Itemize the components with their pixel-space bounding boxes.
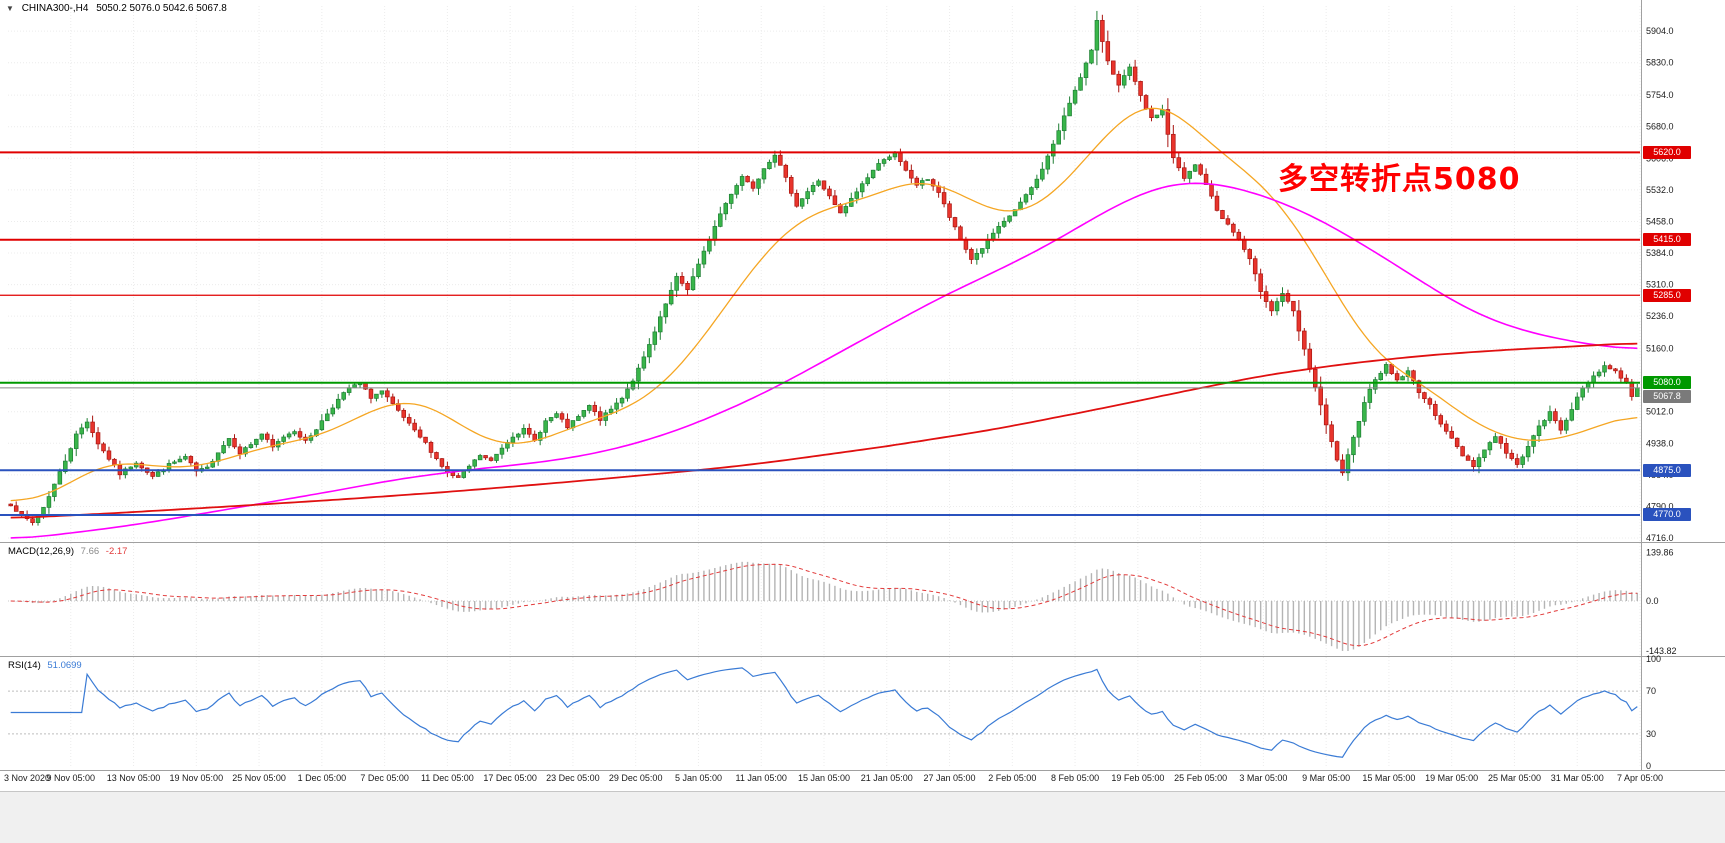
bottom-strip bbox=[0, 791, 1725, 843]
rsi-axis-label: 70 bbox=[1646, 686, 1656, 696]
ma-mid-magenta bbox=[10, 182, 1638, 539]
time-axis-label: 3 Nov 2020 bbox=[4, 773, 50, 783]
time-axis-label: 9 Mar 05:00 bbox=[1302, 773, 1350, 783]
price-axis-label: 5310.0 bbox=[1646, 280, 1674, 290]
price-tag-5067.8[interactable]: 5067.8 bbox=[1643, 389, 1691, 403]
price-tag-5620.0[interactable]: 5620.0 bbox=[1643, 145, 1691, 159]
collapse-arrow-icon[interactable]: ▼ bbox=[6, 4, 14, 13]
rsi-value: 51.0699 bbox=[47, 660, 82, 671]
price-axis-label: 5830.0 bbox=[1646, 58, 1674, 68]
symbol-info-bar: ▼ CHINA300-,H4 5050.2 5076.0 5042.6 5067… bbox=[6, 3, 232, 14]
symbol-name: CHINA300-,H4 bbox=[21, 3, 89, 14]
macd-name: MACD(12,26,9) bbox=[8, 546, 74, 557]
time-axis-label: 17 Dec 05:00 bbox=[483, 773, 537, 783]
macd-histogram bbox=[8, 561, 1640, 651]
macd-indicator-label: MACD(12,26,9) 7.66 -2.17 bbox=[8, 546, 127, 557]
time-axis-label: 27 Jan 05:00 bbox=[924, 773, 976, 783]
price-axis-label: 5904.0 bbox=[1646, 26, 1674, 36]
macd-axis-label: -143.82 bbox=[1646, 646, 1677, 656]
symbol-ohlc-values: 5050.2 5076.0 5042.6 5067.8 bbox=[96, 3, 227, 14]
time-axis-label: 13 Nov 05:00 bbox=[107, 773, 161, 783]
price-tag-5080.0[interactable]: 5080.0 bbox=[1643, 376, 1691, 390]
time-axis-label: 15 Mar 05:00 bbox=[1362, 773, 1415, 783]
price-axis-label: 5458.0 bbox=[1646, 216, 1674, 226]
time-axis-label: 1 Dec 05:00 bbox=[298, 773, 347, 783]
price-tag-4875.0[interactable]: 4875.0 bbox=[1643, 463, 1691, 477]
rsi-axis-label: 100 bbox=[1646, 654, 1661, 664]
time-axis-label: 2 Feb 05:00 bbox=[988, 773, 1036, 783]
time-axis-label: 23 Dec 05:00 bbox=[546, 773, 600, 783]
time-axis-label: 3 Mar 05:00 bbox=[1239, 773, 1287, 783]
price-axis-label: 5236.0 bbox=[1646, 311, 1674, 321]
time-axis-label: 7 Apr 05:00 bbox=[1617, 773, 1663, 783]
time-axis-label: 19 Mar 05:00 bbox=[1425, 773, 1478, 783]
price-axis-label: 5160.0 bbox=[1646, 344, 1674, 354]
ma-fast-orange bbox=[10, 107, 1638, 502]
price-axis-label: 5680.0 bbox=[1646, 122, 1674, 132]
price-axis-label: 5754.0 bbox=[1646, 90, 1674, 100]
rsi-line bbox=[10, 667, 1638, 758]
time-axis-label: 11 Jan 05:00 bbox=[736, 773, 787, 783]
time-axis-label: 5 Jan 05:00 bbox=[675, 773, 722, 783]
price-axis-label: 4716.0 bbox=[1646, 533, 1674, 543]
time-axis-label: 21 Jan 05:00 bbox=[861, 773, 913, 783]
price-axis-label: 5384.0 bbox=[1646, 248, 1674, 258]
price-tag-5415.0[interactable]: 5415.0 bbox=[1643, 233, 1691, 247]
time-axis-label: 25 Mar 05:00 bbox=[1488, 773, 1541, 783]
time-axis-label: 11 Dec 05:00 bbox=[421, 773, 474, 783]
time-axis-label: 25 Feb 05:00 bbox=[1174, 773, 1227, 783]
time-axis-label: 7 Dec 05:00 bbox=[360, 773, 409, 783]
price-axis-label: 5532.0 bbox=[1646, 185, 1674, 195]
rsi-indicator-label: RSI(14) 51.0699 bbox=[8, 660, 82, 671]
time-axis-label: 19 Nov 05:00 bbox=[170, 773, 224, 783]
time-axis-label: 8 Feb 05:00 bbox=[1051, 773, 1099, 783]
price-axis-label: 4790.0 bbox=[1646, 501, 1674, 511]
rsi-panel bbox=[8, 667, 1640, 758]
price-tag-4770.0[interactable]: 4770.0 bbox=[1643, 508, 1691, 522]
annotation-text[interactable]: 多空转折点5080 bbox=[1278, 162, 1521, 197]
candlesticks[interactable] bbox=[8, 10, 1640, 526]
macd-signal-line bbox=[10, 563, 1638, 647]
macd-axis-label: 139.86 bbox=[1646, 547, 1674, 557]
rsi-axis-label: 30 bbox=[1646, 729, 1656, 739]
macd-axis-label: 0.0 bbox=[1646, 596, 1659, 606]
rsi-name: RSI(14) bbox=[8, 660, 41, 671]
macd-signal-value: -2.17 bbox=[105, 546, 128, 557]
time-axis-label: 9 Nov 05:00 bbox=[46, 773, 95, 783]
price-tag-5285.0[interactable]: 5285.0 bbox=[1643, 288, 1691, 302]
price-axis-label: 4938.0 bbox=[1646, 438, 1674, 448]
time-axis-label: 31 Mar 05:00 bbox=[1551, 773, 1604, 783]
macd-main-value: 7.66 bbox=[80, 546, 100, 557]
rsi-axis-label: 0 bbox=[1646, 761, 1651, 771]
price-axis-label: 5012.0 bbox=[1646, 407, 1674, 417]
time-axis-label: 15 Jan 05:00 bbox=[798, 773, 850, 783]
ma-slow-red bbox=[10, 342, 1638, 519]
time-axis-label: 29 Dec 05:00 bbox=[609, 773, 663, 783]
grid-lines bbox=[8, 6, 1641, 768]
time-axis-label: 19 Feb 05:00 bbox=[1111, 773, 1164, 783]
time-axis-label: 25 Nov 05:00 bbox=[232, 773, 286, 783]
